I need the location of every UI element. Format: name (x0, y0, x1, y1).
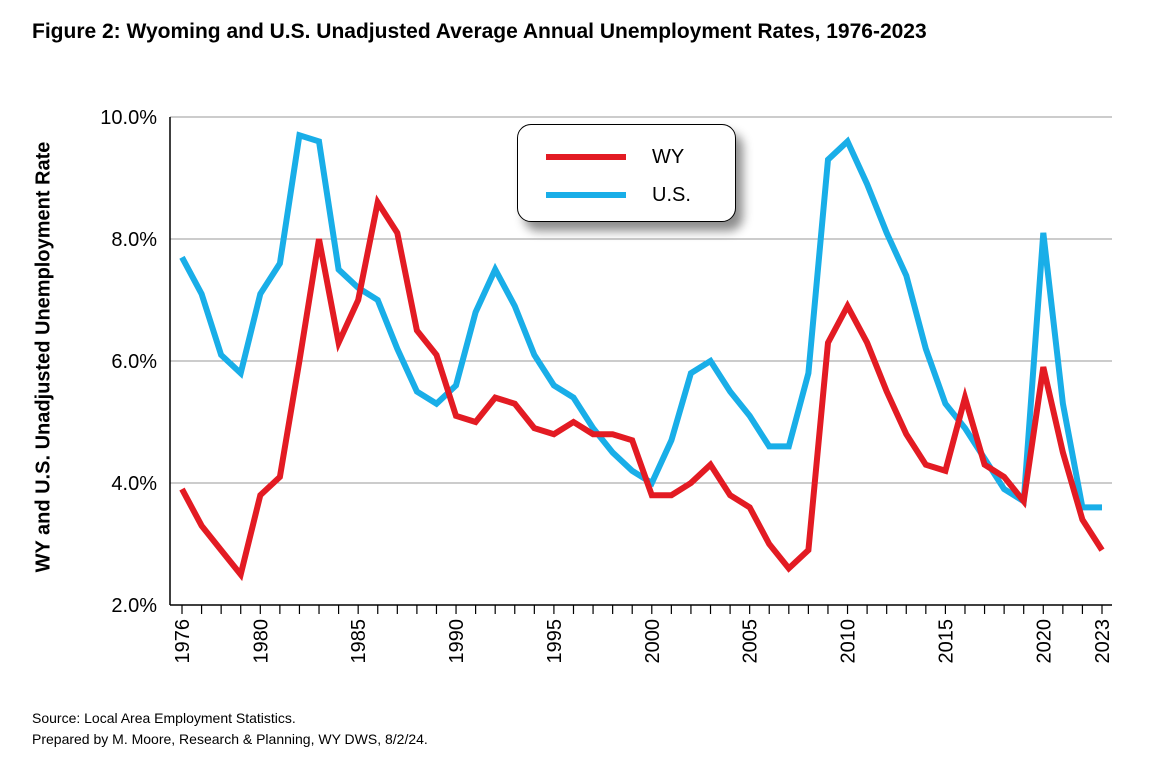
legend-item-us: U.S. (546, 180, 691, 210)
y-axis-label: WY and U.S. Unadjusted Unemployment Rate (32, 141, 55, 573)
legend-swatch-us (546, 192, 626, 198)
y-tick-label: 6.0% (111, 351, 157, 373)
source-line: Source: Local Area Employment Statistics… (32, 710, 296, 726)
x-tick-label: 1985 (348, 619, 370, 664)
x-tick-labels: 1976 1980 1985 1990 1995 2000 2005 2010 2015 2020… (172, 619, 1114, 664)
source-note: Source: Local Area Employment Statistics… (32, 708, 428, 750)
x-tick-label: 1990 (446, 619, 468, 664)
series-line-wy (179, 194, 1105, 582)
x-tick-label: 1980 (250, 619, 272, 664)
x-tick-label: 2010 (838, 619, 860, 664)
x-tick-label: 2005 (740, 619, 762, 664)
legend-label-us: U.S. (652, 183, 691, 206)
y-tick-label: 10.0% (100, 107, 157, 129)
legend-item-wy: WY (546, 142, 684, 172)
x-tick-label: 1995 (544, 619, 566, 664)
x-tick-label: 2020 (1033, 619, 1055, 664)
legend-swatch-wy (546, 154, 626, 160)
prepared-by-line: Prepared by M. Moore, Research & Plannin… (32, 731, 428, 747)
axes (169, 117, 1112, 614)
line-chart: 2.0%4.0%6.0%8.0%10.0% 1976 1980 1985 1990 19… (100, 107, 1114, 664)
x-tick-label: 2000 (642, 619, 664, 664)
y-tick-label: 2.0% (111, 595, 157, 617)
x-tick-label: 2023 (1092, 619, 1114, 664)
y-tick-label: 4.0% (111, 473, 157, 495)
chart-title: Figure 2: Wyoming and U.S. Unadjusted Av… (32, 20, 927, 43)
gridlines (170, 116, 1112, 484)
x-tick-label: 2015 (935, 619, 957, 664)
x-tick-label: 1976 (172, 619, 194, 664)
y-tick-labels: 2.0% 4.0% 6.0% 8.0% 10.0% (100, 107, 157, 617)
series-lines (179, 131, 1105, 582)
y-tick-label: 8.0% (111, 229, 157, 251)
legend: WY U.S. (517, 124, 736, 222)
legend-label-wy: WY (652, 145, 685, 168)
series-line-us (179, 131, 1102, 511)
